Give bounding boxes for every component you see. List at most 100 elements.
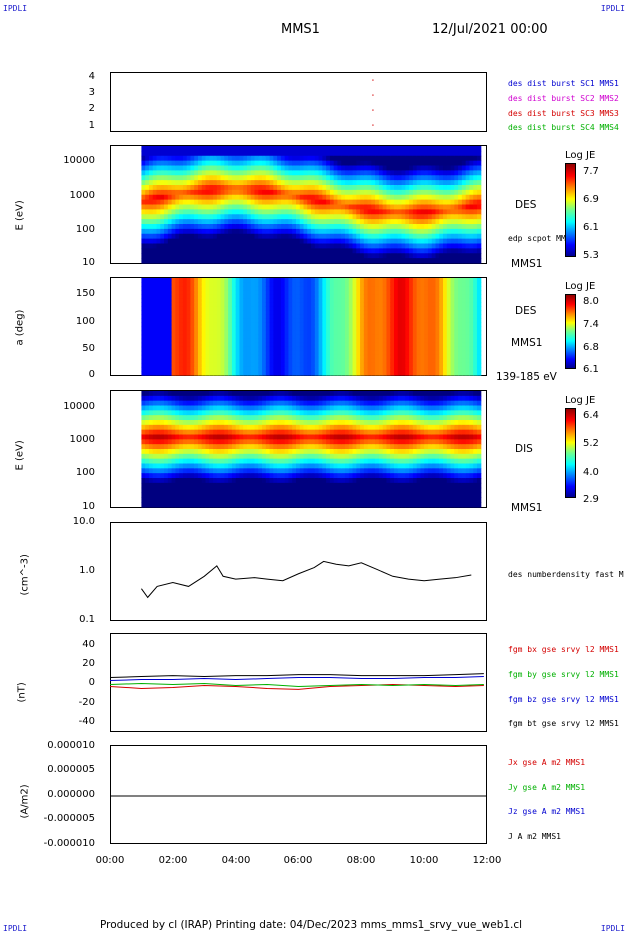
des-energy-cell bbox=[461, 243, 467, 249]
des-energy-cell bbox=[258, 199, 263, 206]
des-pitch-cell bbox=[243, 330, 248, 336]
des-pitch-cell bbox=[375, 334, 380, 340]
des-pitch-cell bbox=[427, 330, 433, 336]
des-energy-cell bbox=[386, 238, 391, 245]
des-energy-cell bbox=[450, 146, 455, 152]
des-energy-cell bbox=[171, 150, 176, 157]
des-energy-cell bbox=[454, 170, 459, 176]
des-pitch-cell bbox=[360, 314, 365, 320]
des-energy-cell bbox=[386, 224, 391, 230]
des-pitch-cell bbox=[175, 338, 180, 344]
des-pitch-cell bbox=[465, 318, 471, 324]
dis-energy-cell bbox=[145, 439, 150, 445]
dis-energy-cell bbox=[145, 482, 150, 489]
des-energy-cell bbox=[322, 233, 327, 240]
des-energy-cell bbox=[246, 175, 252, 181]
des-energy-cell bbox=[348, 146, 354, 152]
des-pitch-cell bbox=[228, 338, 233, 344]
des-energy-cell bbox=[469, 150, 474, 157]
des-energy-cell bbox=[265, 233, 271, 240]
des-pitch-cell bbox=[213, 302, 218, 307]
dis-energy-cell bbox=[152, 429, 158, 436]
des-pitch-cell bbox=[197, 326, 203, 332]
des-pitch-cell bbox=[378, 282, 384, 287]
des-energy-cell bbox=[348, 160, 354, 167]
des-energy-cell bbox=[337, 238, 342, 245]
dis-energy-cell bbox=[239, 453, 244, 460]
des-energy-cell bbox=[148, 248, 154, 254]
des-energy-cell bbox=[439, 150, 444, 157]
des-energy-cell bbox=[397, 204, 403, 210]
des-pitch-cell bbox=[186, 338, 192, 344]
des-energy-cell bbox=[311, 160, 316, 167]
dis-energy-cell bbox=[216, 444, 222, 450]
des-energy-cell bbox=[371, 199, 376, 206]
des-energy-cell bbox=[405, 155, 410, 162]
dis-energy-cell bbox=[160, 429, 165, 436]
des-pitch-cell bbox=[314, 286, 320, 291]
des-energy-cell bbox=[367, 160, 372, 167]
dis-energy-cell bbox=[190, 463, 195, 469]
des-pitch-cell bbox=[262, 282, 267, 287]
des-pitch-cell bbox=[352, 326, 357, 332]
des-energy-cell bbox=[197, 146, 203, 152]
des-energy-cell bbox=[284, 180, 290, 186]
des-energy-cell bbox=[363, 233, 369, 240]
des-energy-cell bbox=[435, 204, 440, 210]
des-pitch-cell bbox=[378, 342, 384, 348]
des-pitch-cell bbox=[258, 282, 263, 287]
des-pitch-cell bbox=[288, 282, 293, 287]
des-pitch-cell bbox=[314, 306, 320, 311]
des-pitch-cell bbox=[476, 326, 482, 332]
des-energy-cell bbox=[401, 180, 406, 186]
des-energy-cell bbox=[363, 224, 369, 230]
des-energy-cell bbox=[439, 224, 444, 230]
des-energy-cell bbox=[371, 185, 376, 191]
des-pitch-cell bbox=[258, 362, 263, 368]
des-pitch-cell bbox=[424, 354, 429, 360]
des-pitch-cell bbox=[265, 330, 271, 336]
des-energy-cell bbox=[427, 165, 433, 171]
des-energy-cell bbox=[469, 160, 474, 167]
des-pitch-cell bbox=[326, 326, 331, 332]
des-energy-cell bbox=[311, 253, 316, 259]
dis-energy-cell bbox=[160, 400, 165, 407]
dis-energy-cell bbox=[182, 424, 188, 431]
des-pitch-cell bbox=[205, 346, 210, 352]
des-energy-cell bbox=[171, 155, 176, 162]
des-energy-cell bbox=[258, 224, 263, 230]
des-pitch-cell bbox=[186, 314, 192, 320]
des-pitch-cell bbox=[401, 302, 406, 307]
des-pitch-cell bbox=[160, 330, 165, 336]
des-pitch-cell bbox=[314, 342, 320, 348]
des-energy-cell bbox=[288, 214, 293, 220]
des-pitch-cell bbox=[341, 294, 346, 299]
des-pitch-cell bbox=[476, 298, 482, 303]
des-pitch-cell bbox=[439, 358, 444, 364]
des-pitch-cell bbox=[303, 346, 308, 352]
des-pitch-cell bbox=[141, 290, 146, 295]
des-energy-cell bbox=[443, 224, 448, 230]
dis-energy-cell bbox=[171, 434, 176, 440]
des-energy-cell bbox=[148, 219, 154, 225]
des-pitch-cell bbox=[397, 278, 403, 283]
dis-energy-cell bbox=[164, 473, 169, 479]
des-pitch-cell bbox=[431, 370, 437, 376]
des-energy-cell bbox=[454, 175, 459, 181]
des-pitch-cell bbox=[175, 310, 180, 315]
des-pitch-cell bbox=[277, 358, 282, 364]
des-pitch-cell bbox=[450, 366, 455, 372]
des-energy-cell bbox=[194, 253, 199, 259]
des-energy-cell bbox=[367, 209, 372, 215]
dis-energy-cell bbox=[148, 453, 154, 460]
dis-energy-cell bbox=[179, 463, 184, 469]
dis-energy-cell bbox=[216, 449, 222, 455]
des-energy-cell bbox=[443, 146, 448, 152]
des-energy-cell bbox=[250, 150, 256, 157]
des-energy-cell bbox=[412, 253, 418, 259]
des-pitch-cell bbox=[231, 286, 237, 291]
des-pitch-cell bbox=[311, 362, 316, 368]
des-pitch-cell bbox=[397, 358, 403, 364]
des-energy-cell bbox=[382, 185, 388, 191]
des-energy-cell bbox=[299, 155, 305, 162]
